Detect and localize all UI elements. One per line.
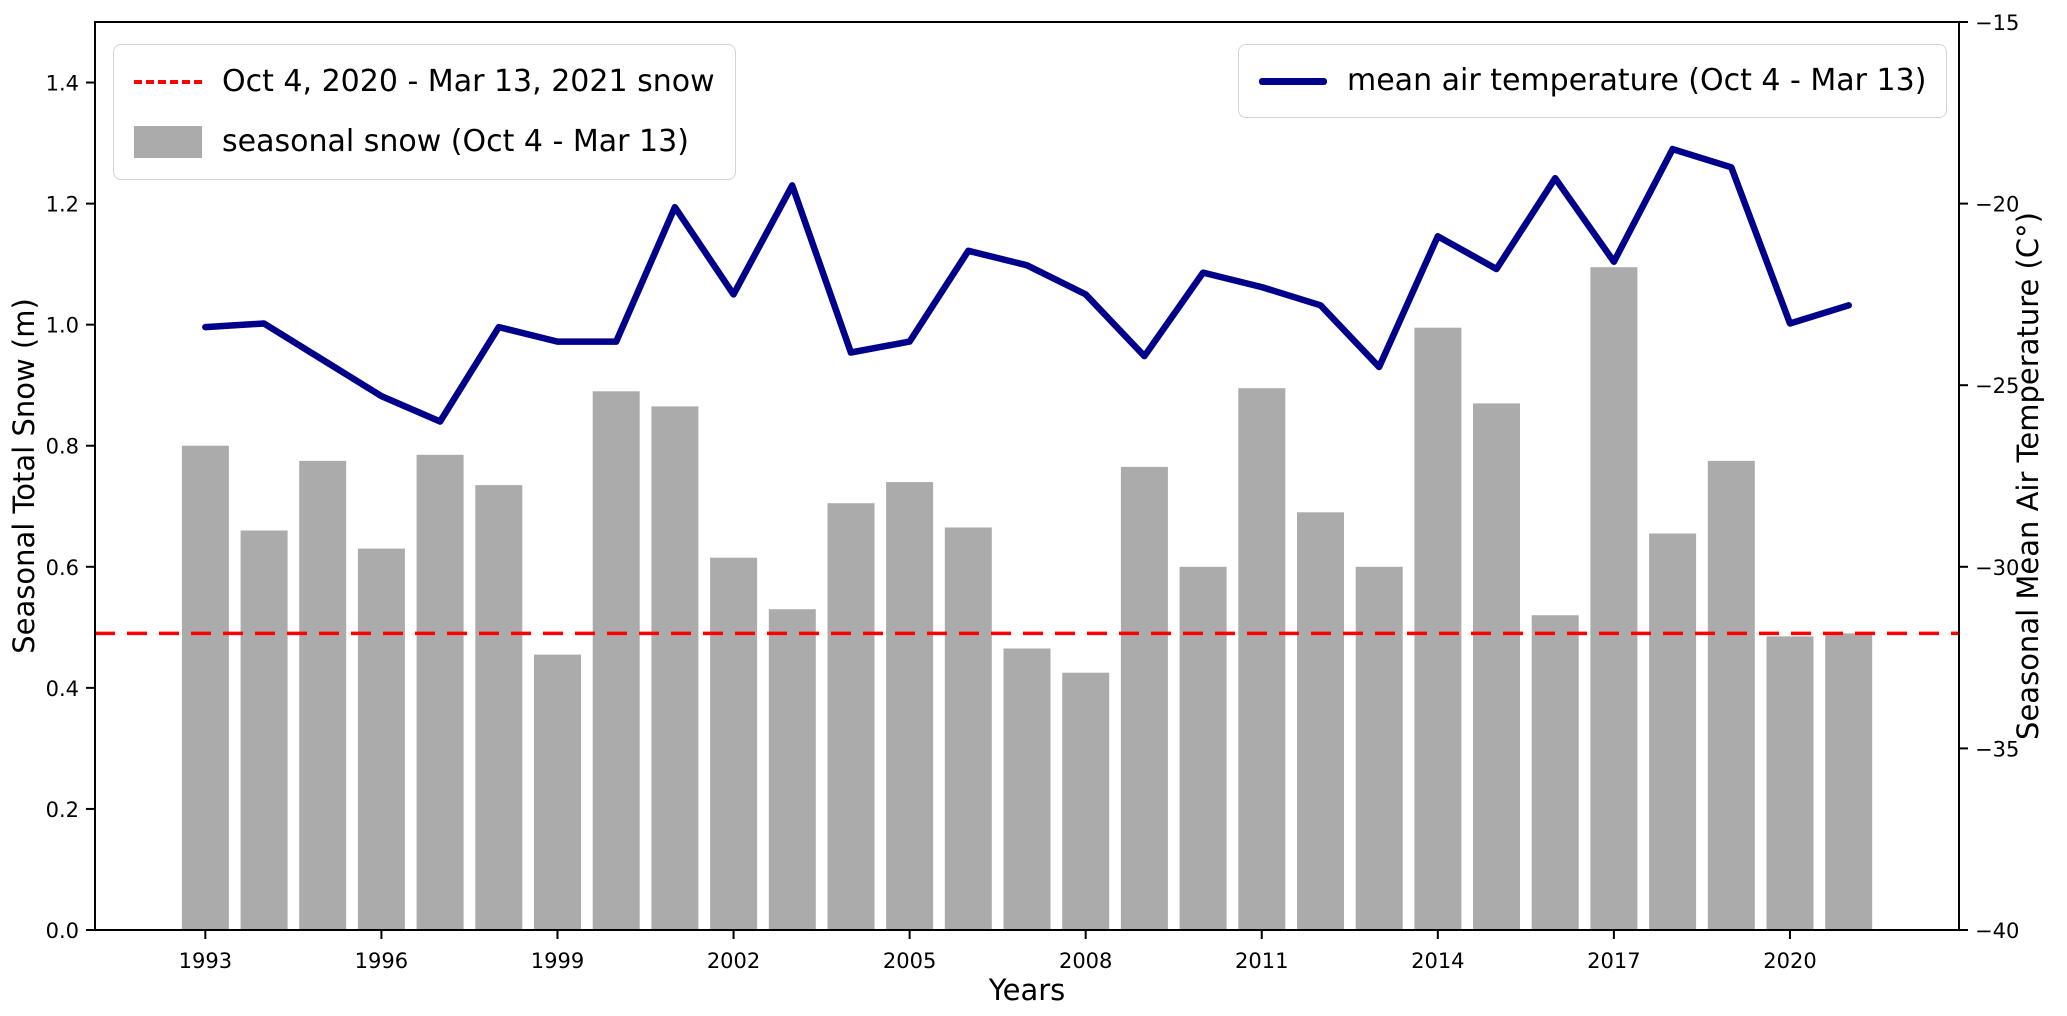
- x-tick-label: 2005: [883, 949, 936, 973]
- x-tick-label: 1999: [531, 949, 584, 973]
- snow-bar-1993: [181, 445, 229, 930]
- snow-bar-2021: [1825, 633, 1873, 930]
- y-axis-label-left: Seasonal Total Snow (m): [7, 298, 41, 654]
- axes-spines: [94, 21, 1960, 931]
- snow-bar-1994: [240, 530, 288, 930]
- y-left-tick-label: 1.2: [46, 193, 79, 217]
- y-left-tick-label: 0.8: [46, 435, 79, 459]
- legend-label-seasonal-snow: seasonal snow (Oct 4 - Mar 13): [222, 124, 689, 159]
- x-tick-label: 1993: [179, 949, 232, 973]
- snow-bar-2005: [886, 482, 934, 930]
- x-tick-label: 2002: [707, 949, 760, 973]
- legend-item-seasonal-snow: seasonal snow (Oct 4 - Mar 13): [134, 117, 715, 167]
- snow-bar-2012: [1297, 512, 1344, 930]
- snow-bar-1999: [534, 654, 581, 930]
- y-right-tick-label: −25: [1975, 374, 2019, 398]
- snow-bar-2010: [1179, 566, 1227, 930]
- snow-bar-2008: [1062, 672, 1110, 930]
- snow-bar-2001: [651, 406, 699, 930]
- y-axis-label-right: Seasonal Mean Air Temperature (C°): [2011, 212, 2045, 740]
- snow-bar-2003: [768, 609, 816, 930]
- snow-bar-2002: [710, 557, 758, 930]
- legend-label-temperature: mean air temperature (Oct 4 - Mar 13): [1347, 63, 1927, 98]
- legend-item-temperature: mean air temperature (Oct 4 - Mar 13): [1259, 58, 1926, 104]
- legend-temperature: mean air temperature (Oct 4 - Mar 13): [1238, 44, 1948, 118]
- y-left-tick-label: 0.6: [46, 556, 79, 580]
- snow-bar-2020: [1766, 636, 1814, 930]
- y-left-tick-label: 1.4: [46, 72, 79, 96]
- snow-bar-2013: [1355, 566, 1403, 930]
- snow-bar-2019: [1707, 460, 1755, 930]
- snow-bar-1997: [416, 454, 464, 930]
- gray-bar-swatch-icon: [134, 126, 202, 158]
- snow-bar-2000: [592, 391, 640, 930]
- snow-bar-2016: [1531, 615, 1579, 930]
- snow-bar-2015: [1473, 403, 1520, 930]
- snow-bar-2014: [1414, 327, 1462, 930]
- snow-bar-1995: [299, 460, 347, 930]
- x-tick-label: 1996: [355, 949, 408, 973]
- snow-bar-2011: [1238, 388, 1286, 930]
- y-right-tick-label: −40: [1975, 919, 2019, 943]
- temperature-line: [202, 145, 1852, 425]
- x-tick-label: 2017: [1587, 949, 1640, 973]
- snow-bar-1996: [357, 548, 405, 930]
- y-left-tick-label: 0.2: [46, 798, 79, 822]
- y-left-tick-label: 0.0: [46, 919, 79, 943]
- snow-bar-2018: [1649, 533, 1697, 930]
- navy-line-icon: [1259, 77, 1327, 85]
- snow-bar-2006: [944, 527, 992, 930]
- snow-bar-2004: [827, 503, 875, 930]
- legend-item-threshold: Oct 4, 2020 - Mar 13, 2021 snow: [134, 57, 715, 107]
- x-axis-label: Years: [988, 973, 1066, 1007]
- y-right-tick-label: −15: [1975, 11, 2019, 35]
- snow-bar-1998: [475, 485, 523, 930]
- x-tick-label: 2008: [1059, 949, 1112, 973]
- snow-bar-2009: [1120, 466, 1168, 930]
- snow-bar-2007: [1003, 648, 1051, 930]
- legend-snow: Oct 4, 2020 - Mar 13, 2021 snow seasonal…: [113, 44, 736, 180]
- dashed-red-line-icon: [134, 80, 202, 84]
- x-tick-label: 2020: [1763, 949, 1816, 973]
- y-right-tick-label: −35: [1975, 737, 2019, 761]
- x-tick-label: 2014: [1411, 949, 1464, 973]
- snow-bar-2017: [1590, 267, 1638, 930]
- y-left-tick-label: 1.0: [46, 314, 79, 338]
- y-right-tick-label: −30: [1975, 556, 2019, 580]
- y-right-tick-label: −20: [1975, 193, 2019, 217]
- y-left-tick-label: 0.4: [46, 677, 79, 701]
- legend-label-threshold: Oct 4, 2020 - Mar 13, 2021 snow: [222, 64, 715, 99]
- x-tick-label: 2011: [1235, 949, 1288, 973]
